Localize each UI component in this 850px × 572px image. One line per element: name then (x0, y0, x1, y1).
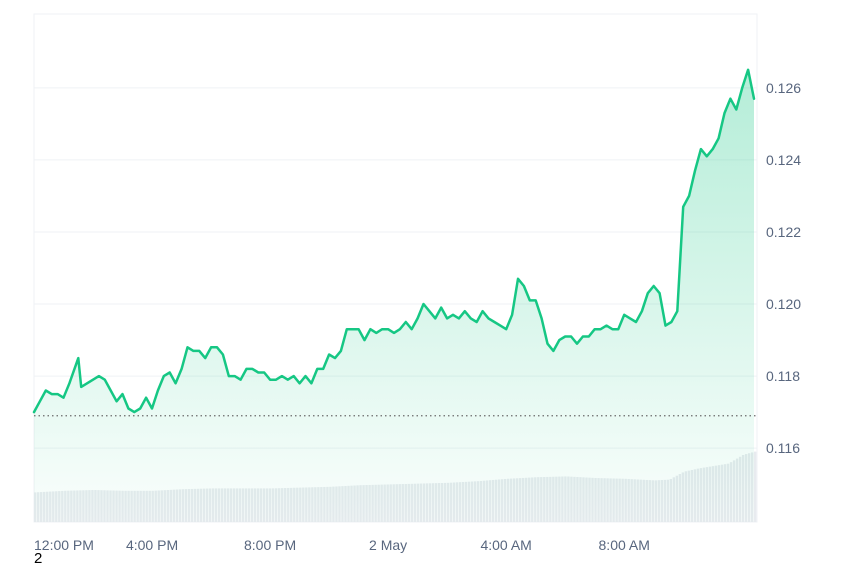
price-line[interactable] (32, 68, 756, 414)
x-tick-label-2: 8:00 PM (244, 537, 296, 553)
x-tick-label-5: 8:00 AM (599, 537, 650, 553)
volume-bar (753, 451, 757, 522)
y-axis: 0.116 0.118 0.120 0.122 0.124 0.126 (766, 80, 801, 456)
footer-note: 2 (34, 550, 43, 567)
x-tick-label-4: 4:00 AM (480, 537, 531, 553)
price-line-path[interactable] (32, 68, 756, 414)
x-tick-label-3: 2 May (369, 537, 407, 553)
y-tick-label-4: 0.124 (766, 152, 801, 168)
x-tick-label-1: 4:00 PM (126, 537, 178, 553)
y-tick-label-2: 0.120 (766, 296, 801, 312)
x-axis: 12:00 PM 4:00 PM 8:00 PM 2 May 4:00 AM 8:00 A… (34, 537, 650, 553)
price-area (34, 69, 754, 523)
price-area-fill (34, 69, 754, 523)
x-tick-label-0: 12:00 PM (34, 537, 94, 553)
y-tick-label-1: 0.118 (766, 368, 800, 384)
y-tick-label-0: 0.116 (766, 440, 800, 456)
y-tick-label-3: 0.122 (766, 224, 801, 240)
y-tick-label-5: 0.126 (766, 80, 801, 96)
